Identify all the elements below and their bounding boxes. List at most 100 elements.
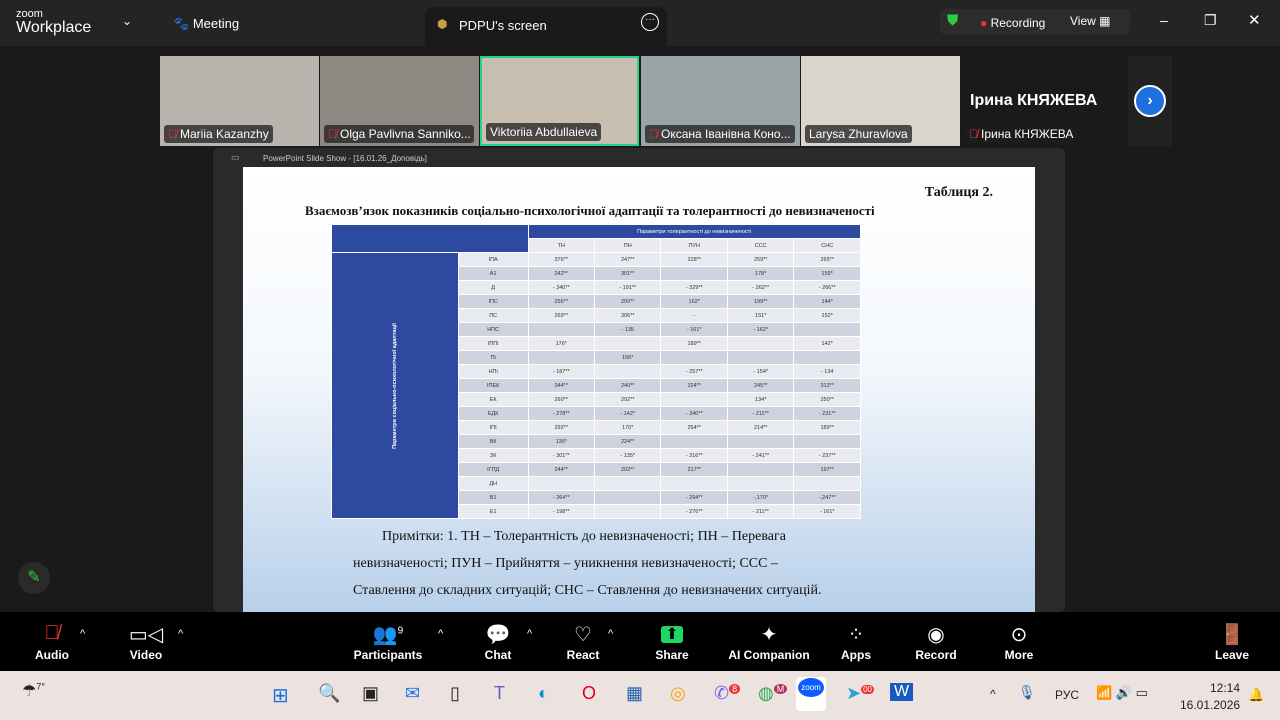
participants-icon: 👥9 bbox=[372, 624, 404, 646]
search-icon[interactable]: 🔍 bbox=[318, 683, 341, 703]
table-cell bbox=[726, 350, 795, 365]
table-cell: - 241** bbox=[726, 448, 795, 463]
row-label: ІПС bbox=[457, 294, 529, 309]
table-cell: 151* bbox=[726, 308, 795, 323]
leave-button[interactable]: 🚪 Leave bbox=[1210, 622, 1254, 662]
notifications-icon[interactable]: 🔔 bbox=[1248, 687, 1265, 702]
table-cell: -,247** bbox=[793, 490, 861, 505]
note-line: Ставлення до складних ситуацій; СНС – Ст… bbox=[353, 583, 822, 598]
chevron-right-icon[interactable]: › bbox=[1134, 85, 1166, 117]
table-cell bbox=[527, 350, 595, 365]
mic-icon[interactable]: 🎙 bbox=[1018, 684, 1036, 700]
participants-button[interactable]: 👥9 Participants bbox=[350, 622, 426, 662]
chevron-down-icon[interactable]: ⌄ bbox=[122, 14, 133, 28]
chevron-up-icon[interactable]: ^ bbox=[608, 628, 614, 640]
chevron-up-icon[interactable]: ^ bbox=[80, 628, 86, 640]
annotate-pencil-icon[interactable]: ✎ bbox=[18, 562, 50, 594]
video-tile[interactable]: Larysa Zhuravlova bbox=[801, 56, 960, 146]
apps-button[interactable]: ⁘ Apps bbox=[836, 622, 876, 662]
share-button[interactable]: ⬆ Share bbox=[652, 622, 692, 662]
chat-button[interactable]: 💬 Chat bbox=[478, 622, 518, 662]
table-cell bbox=[593, 336, 662, 351]
react-button[interactable]: ♡ React bbox=[562, 622, 604, 662]
chevron-up-icon[interactable]: ^ bbox=[178, 628, 184, 640]
table-cell bbox=[793, 476, 861, 491]
task-view-icon[interactable]: ▣ bbox=[362, 683, 380, 703]
gallery-next-panel: › bbox=[1128, 56, 1172, 146]
close-button[interactable]: ✕ bbox=[1248, 12, 1261, 29]
video-tile[interactable]: 🎙̸ Olga Pavlivna Sanniko... bbox=[320, 56, 479, 146]
telegram-icon[interactable]: ➤ 00 bbox=[846, 683, 874, 703]
security-shield-icon[interactable]: ⛊ bbox=[947, 12, 959, 29]
table-cell bbox=[726, 336, 795, 351]
record-button[interactable]: ◉ Record bbox=[912, 622, 960, 662]
opera-icon[interactable]: O bbox=[582, 683, 597, 703]
meeting-toolbar bbox=[0, 612, 1280, 671]
clock-date[interactable]: 16.01.2026 bbox=[1180, 698, 1241, 712]
sparkle-icon: ✦ bbox=[760, 624, 778, 646]
store-icon[interactable]: ▦ bbox=[626, 683, 644, 703]
table-cell bbox=[527, 322, 595, 337]
video-tile-no-video[interactable]: Ірина КНЯЖЕВА 🎙̸ Ірина КНЯЖЕВА bbox=[961, 56, 1120, 146]
table-cell: - 276** bbox=[660, 504, 728, 519]
screen-tab[interactable]: ⬢ PDPU's screen ··· bbox=[425, 7, 667, 47]
word-icon[interactable]: W bbox=[890, 683, 914, 701]
table-cell bbox=[660, 350, 728, 365]
title-bar: zoom Workplace ⌄ 🐾 Meeting ⬢ PDPU's scre… bbox=[0, 0, 1280, 47]
note-line: Примітки: 1. ТН – Толерантність до невиз… bbox=[382, 529, 786, 544]
table-cell: - 162* bbox=[726, 322, 795, 337]
more-icon: ⊙ bbox=[1010, 624, 1028, 646]
viber-icon[interactable]: ✆ 8 bbox=[714, 683, 741, 704]
weather-widget[interactable]: ☂7° bbox=[22, 681, 45, 700]
table-cell: 170* bbox=[593, 420, 662, 435]
chevron-up-icon[interactable]: ^ bbox=[438, 628, 444, 640]
table-cell: 242** bbox=[527, 266, 595, 281]
table-row: ІПЕК 344** 240** 324** 245** 313** bbox=[332, 378, 861, 393]
chrome-icon[interactable]: ◍ M bbox=[758, 683, 788, 704]
app-icon[interactable]: ◎ bbox=[670, 683, 686, 703]
table-cell: 259** bbox=[726, 252, 795, 267]
ai-companion-button[interactable]: ✦ AI Companion bbox=[726, 622, 812, 662]
video-tile[interactable]: 🎙̸ Mariia Kazanzhy bbox=[160, 56, 319, 146]
audio-button[interactable]: 🎙̸ Audio bbox=[30, 622, 74, 662]
chevron-up-icon[interactable]: ^ bbox=[527, 628, 533, 640]
table-cell: - 198** bbox=[527, 504, 595, 519]
table-cell: - bbox=[660, 308, 728, 323]
view-button[interactable]: View ▦ bbox=[1070, 14, 1110, 28]
recording-indicator[interactable]: ● Recording bbox=[980, 16, 1045, 30]
minimize-button[interactable]: – bbox=[1160, 12, 1168, 28]
mic-muted-icon: 🎙̸ bbox=[44, 622, 60, 644]
network-volume-battery-icons[interactable]: 📶 🔊 ▭ bbox=[1096, 685, 1148, 700]
meeting-button[interactable]: 🐾 Meeting bbox=[173, 16, 239, 32]
start-icon[interactable]: ⊞ bbox=[272, 685, 289, 707]
table-cell: - 316** bbox=[660, 448, 728, 463]
table-cell: - 142* bbox=[593, 406, 662, 421]
clock-time[interactable]: 12:14 bbox=[1210, 681, 1241, 695]
phone-icon[interactable]: ▯ bbox=[450, 683, 460, 703]
language-indicator[interactable]: РУС bbox=[1055, 688, 1080, 702]
more-options-icon[interactable]: ··· bbox=[641, 13, 659, 31]
table-cell: - 301** bbox=[527, 448, 595, 463]
table-cell bbox=[593, 364, 662, 379]
table-cell: 228** bbox=[660, 252, 728, 267]
teams-icon[interactable]: T bbox=[494, 683, 505, 703]
restore-button[interactable]: ❐ bbox=[1204, 12, 1217, 28]
table-cell: 292** bbox=[593, 392, 662, 407]
zoom-taskbar-icon[interactable]: zoom bbox=[796, 677, 826, 711]
video-button[interactable]: ▭◁ Video bbox=[124, 622, 168, 662]
edge-icon[interactable]: ◐ bbox=[538, 683, 549, 703]
more-button[interactable]: ⊙ More bbox=[998, 622, 1040, 662]
table-cell: 189** bbox=[660, 336, 728, 351]
table-cell: - 329** bbox=[660, 280, 728, 295]
table-row: ВК 136* 224** bbox=[332, 434, 861, 449]
column-header: ПН bbox=[593, 238, 662, 253]
grid-icon: ▦ bbox=[1099, 14, 1111, 28]
table-cell: 254** bbox=[660, 420, 728, 435]
video-tile[interactable]: 🎙̸ Оксана Іванівна Коно... bbox=[641, 56, 800, 146]
table-cell: - 161* bbox=[793, 504, 861, 519]
mic-muted-icon: 🎙̸ bbox=[328, 127, 337, 141]
chevron-up-icon[interactable]: ^ bbox=[990, 687, 996, 701]
outlook-icon[interactable]: ✉ bbox=[405, 683, 421, 703]
video-tile-active-speaker[interactable]: Viktoriia Abdullaieva bbox=[480, 56, 639, 146]
table-cell: - 211** bbox=[726, 406, 795, 421]
